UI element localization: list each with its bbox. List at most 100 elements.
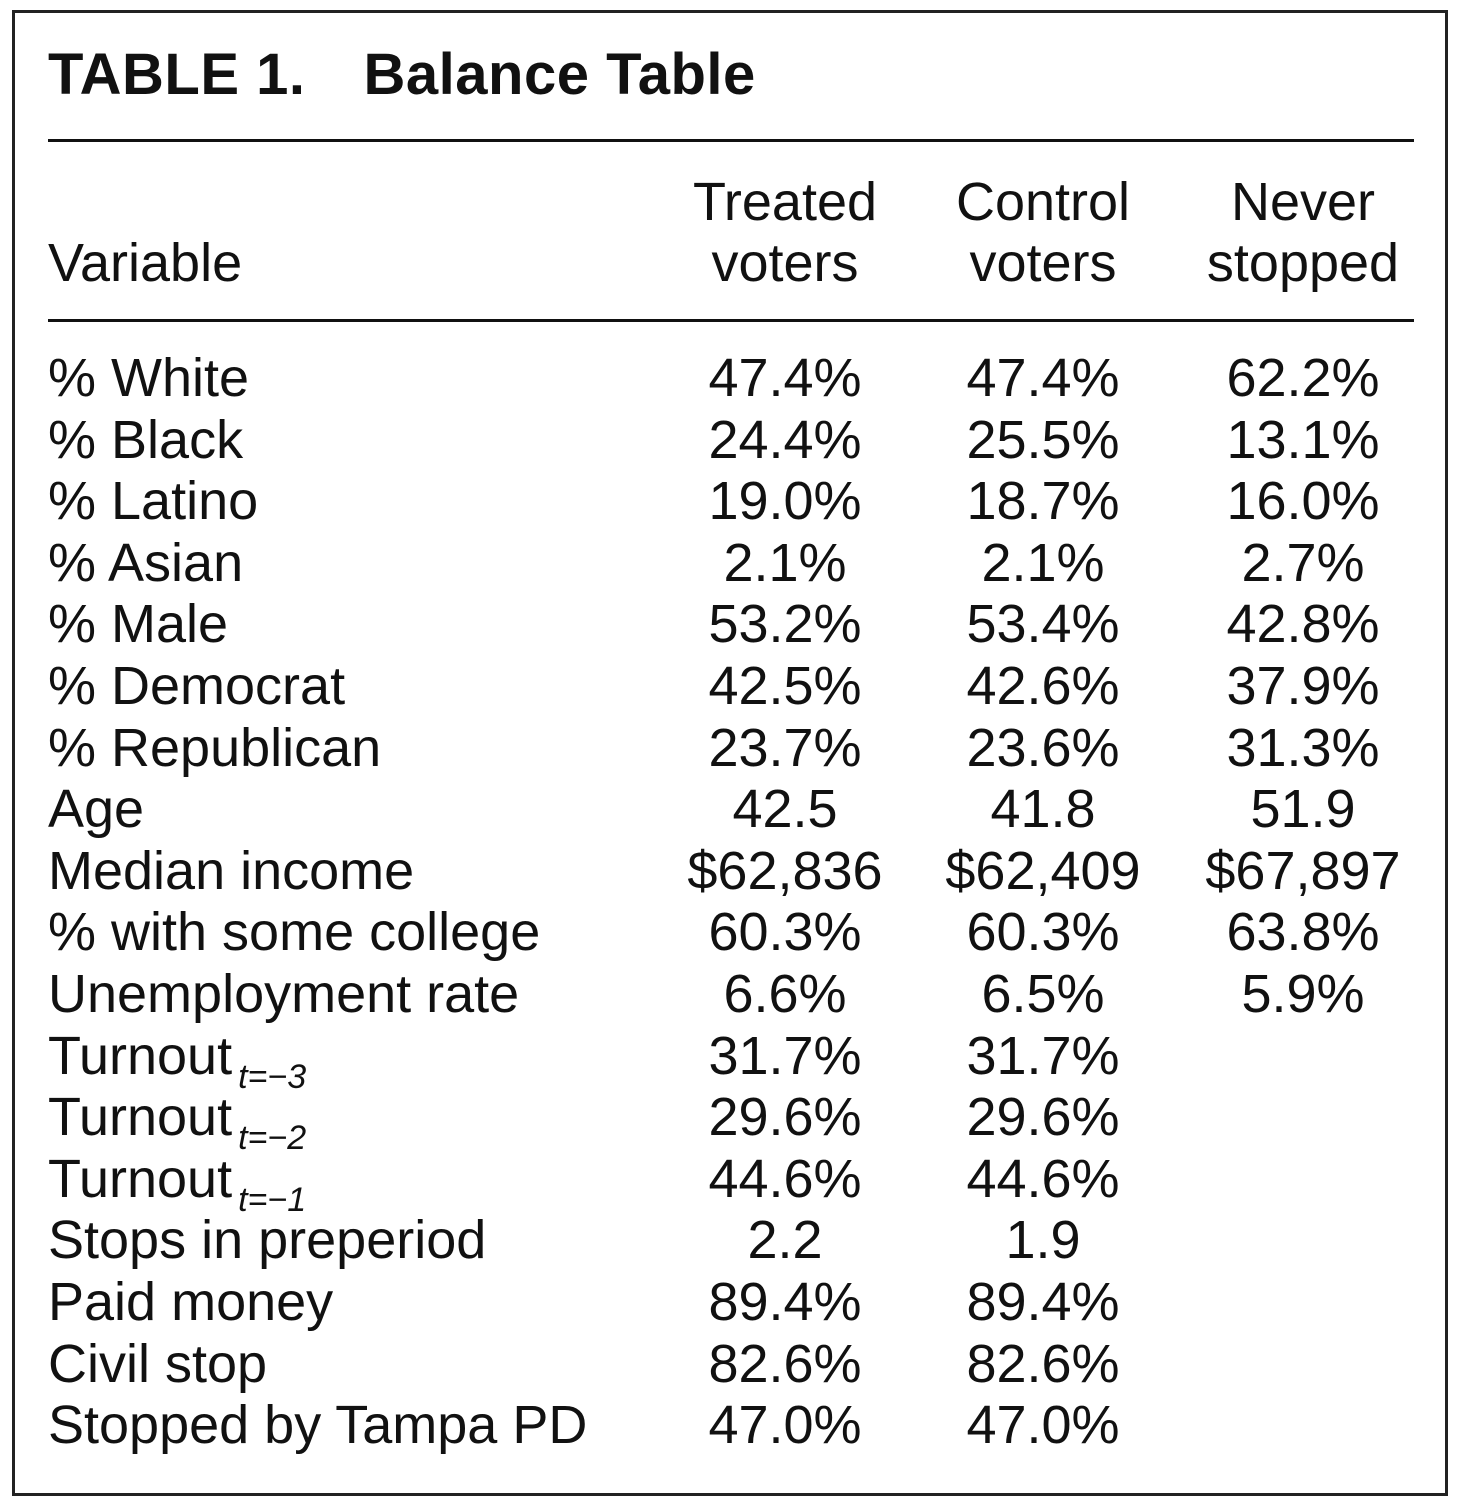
table-row: % Democrat 42.5% 42.6% 37.9%	[48, 656, 1414, 718]
table-row: Median income $62,836 $62,409 $67,897	[48, 841, 1414, 903]
cell-treated: 47.4%	[708, 348, 862, 408]
row-variable-label: Stops in preperiod	[48, 1210, 487, 1271]
header-rule	[48, 319, 1414, 322]
row-variable: Civil stop	[48, 1334, 267, 1395]
cell-treated: 42.5%	[708, 655, 862, 716]
row-variable-label: Turnout	[48, 1148, 233, 1209]
cell-control: 60.3%	[966, 902, 1120, 963]
table-row: Unemployment rate 6.6% 6.5% 5.9%	[48, 964, 1414, 1026]
cell-never-stopped: $67,897	[1205, 840, 1401, 901]
cell-treated: 23.7%	[708, 717, 862, 778]
row-variable-label: % Asian	[48, 532, 244, 593]
cell-treated: 24.4%	[708, 409, 862, 470]
cell-control: 47.4%	[966, 348, 1120, 408]
row-variable: Stops in preperiod	[48, 1210, 486, 1271]
row-variable: Stopped by Tampa PD	[48, 1395, 587, 1456]
cell-control: 41.8	[990, 779, 1096, 840]
cell-treated: 6.6%	[723, 963, 847, 1024]
row-variable: % Asian	[48, 533, 243, 594]
header-treated-line2: voters	[711, 233, 859, 293]
row-variable-label: % Latino	[48, 471, 259, 532]
table-row: Turnout t=−1 44.6% 44.6%	[48, 1148, 1414, 1219]
cell-never-stopped: 37.9%	[1226, 655, 1380, 716]
cell-control: 42.6%	[966, 655, 1120, 716]
cell-treated: 29.6%	[708, 1087, 862, 1148]
cell-control: 25.5%	[966, 409, 1120, 470]
row-variable: % Male	[48, 594, 228, 655]
row-variable-label: Turnout	[48, 1087, 233, 1148]
table-row: Age 42.5 41.8 51.9	[48, 779, 1414, 841]
table-row: Turnout t=−3 31.7% 31.7%	[48, 1025, 1414, 1096]
row-variable-label: % Republican	[48, 717, 382, 778]
row-variable: Turnout t=−1	[48, 1149, 306, 1231]
cell-never-stopped: 2.7%	[1241, 532, 1365, 593]
header-control-line1: Control	[955, 172, 1131, 232]
cell-control: 1.9	[1005, 1210, 1081, 1271]
table-caption: Balance Table	[363, 42, 756, 107]
header-control-voters: Control voters	[918, 172, 1168, 294]
row-variable: % Latino	[48, 471, 258, 532]
header-treated-line1: Treated	[692, 172, 878, 232]
cell-control: 29.6%	[966, 1087, 1120, 1148]
table-number: TABLE 1.	[48, 42, 306, 107]
row-variable-subscript: t=−3	[238, 1057, 307, 1096]
row-variable: % Black	[48, 410, 243, 471]
cell-never-stopped: 5.9%	[1241, 963, 1365, 1024]
row-variable: Age	[48, 779, 144, 840]
cell-control: 2.1%	[981, 532, 1105, 593]
row-variable-label: Stopped by Tampa PD	[48, 1395, 588, 1456]
cell-treated: 31.7%	[708, 1025, 862, 1086]
cell-treated: 19.0%	[708, 471, 862, 532]
cell-control: 18.7%	[966, 471, 1120, 532]
header-never-line1: Never	[1230, 172, 1376, 232]
cell-control: 6.5%	[981, 963, 1105, 1024]
row-variable: % with some college	[48, 902, 540, 963]
table-body: % White 47.4% 47.4% 62.2%% Black 24.4% 25.5% 1…	[48, 348, 1414, 1457]
cell-never-stopped: 63.8%	[1226, 902, 1380, 963]
row-variable: % Republican	[48, 718, 381, 779]
table-title: TABLE 1. Balance Table	[48, 40, 756, 110]
row-variable: Turnout t=−3	[48, 1026, 306, 1108]
cell-control: 82.6%	[966, 1333, 1120, 1394]
cell-control: 44.6%	[966, 1148, 1120, 1209]
table-row: % Latino 19.0% 18.7% 16.0%	[48, 471, 1414, 533]
cell-never-stopped: 13.1%	[1226, 409, 1380, 470]
table-row: Turnout t=−2 29.6% 29.6%	[48, 1087, 1414, 1157]
row-variable-label: % Male	[48, 594, 229, 655]
table-row: Stopped by Tampa PD 47.0% 47.0%	[48, 1395, 1414, 1457]
row-variable-subscript: t=−1	[238, 1180, 307, 1219]
row-variable-label: % with some college	[48, 902, 541, 963]
row-variable: Turnout t=−2	[48, 1087, 306, 1169]
row-variable-label: Age	[48, 779, 145, 840]
row-variable: % Democrat	[48, 656, 345, 717]
header-never-line2: stopped	[1206, 233, 1400, 293]
header-treated-voters: Treated voters	[660, 172, 910, 294]
row-variable-label: Turnout	[48, 1025, 233, 1086]
header-never-stopped: Never stopped	[1178, 172, 1428, 294]
table-row: % White 47.4% 47.4% 62.2%	[48, 348, 1414, 410]
row-variable-label: % Black	[48, 409, 244, 470]
row-variable: Paid money	[48, 1272, 333, 1333]
table-row: Stops in preperiod 2.2 1.9	[48, 1210, 1414, 1272]
table-row: Civil stop 82.6% 82.6%	[48, 1334, 1414, 1396]
header-control-line2: voters	[969, 233, 1117, 293]
cell-never-stopped: 31.3%	[1226, 717, 1380, 778]
cell-treated: 60.3%	[708, 902, 862, 963]
cell-treated: 89.4%	[708, 1271, 862, 1332]
cell-never-stopped: 51.9	[1250, 779, 1356, 840]
cell-never-stopped: 42.8%	[1226, 594, 1380, 655]
row-variable: % White	[48, 348, 249, 409]
row-variable-label: Unemployment rate	[48, 963, 520, 1024]
table-frame	[12, 10, 1448, 1496]
cell-treated: 2.1%	[723, 532, 847, 593]
table-row: % Male 53.2% 53.4% 42.8%	[48, 594, 1414, 656]
cell-treated: 2.2	[747, 1210, 823, 1271]
row-variable-label: Paid money	[48, 1271, 334, 1332]
row-variable: Unemployment rate	[48, 964, 519, 1025]
row-variable-label: Median income	[48, 840, 415, 901]
row-variable: Median income	[48, 841, 414, 902]
row-variable-subscript: t=−2	[238, 1119, 307, 1158]
table-row: % with some college 60.3% 60.3% 63.8%	[48, 902, 1414, 964]
table-row: % Black 24.4% 25.5% 13.1%	[48, 410, 1414, 472]
cell-control: $62,409	[945, 840, 1141, 901]
